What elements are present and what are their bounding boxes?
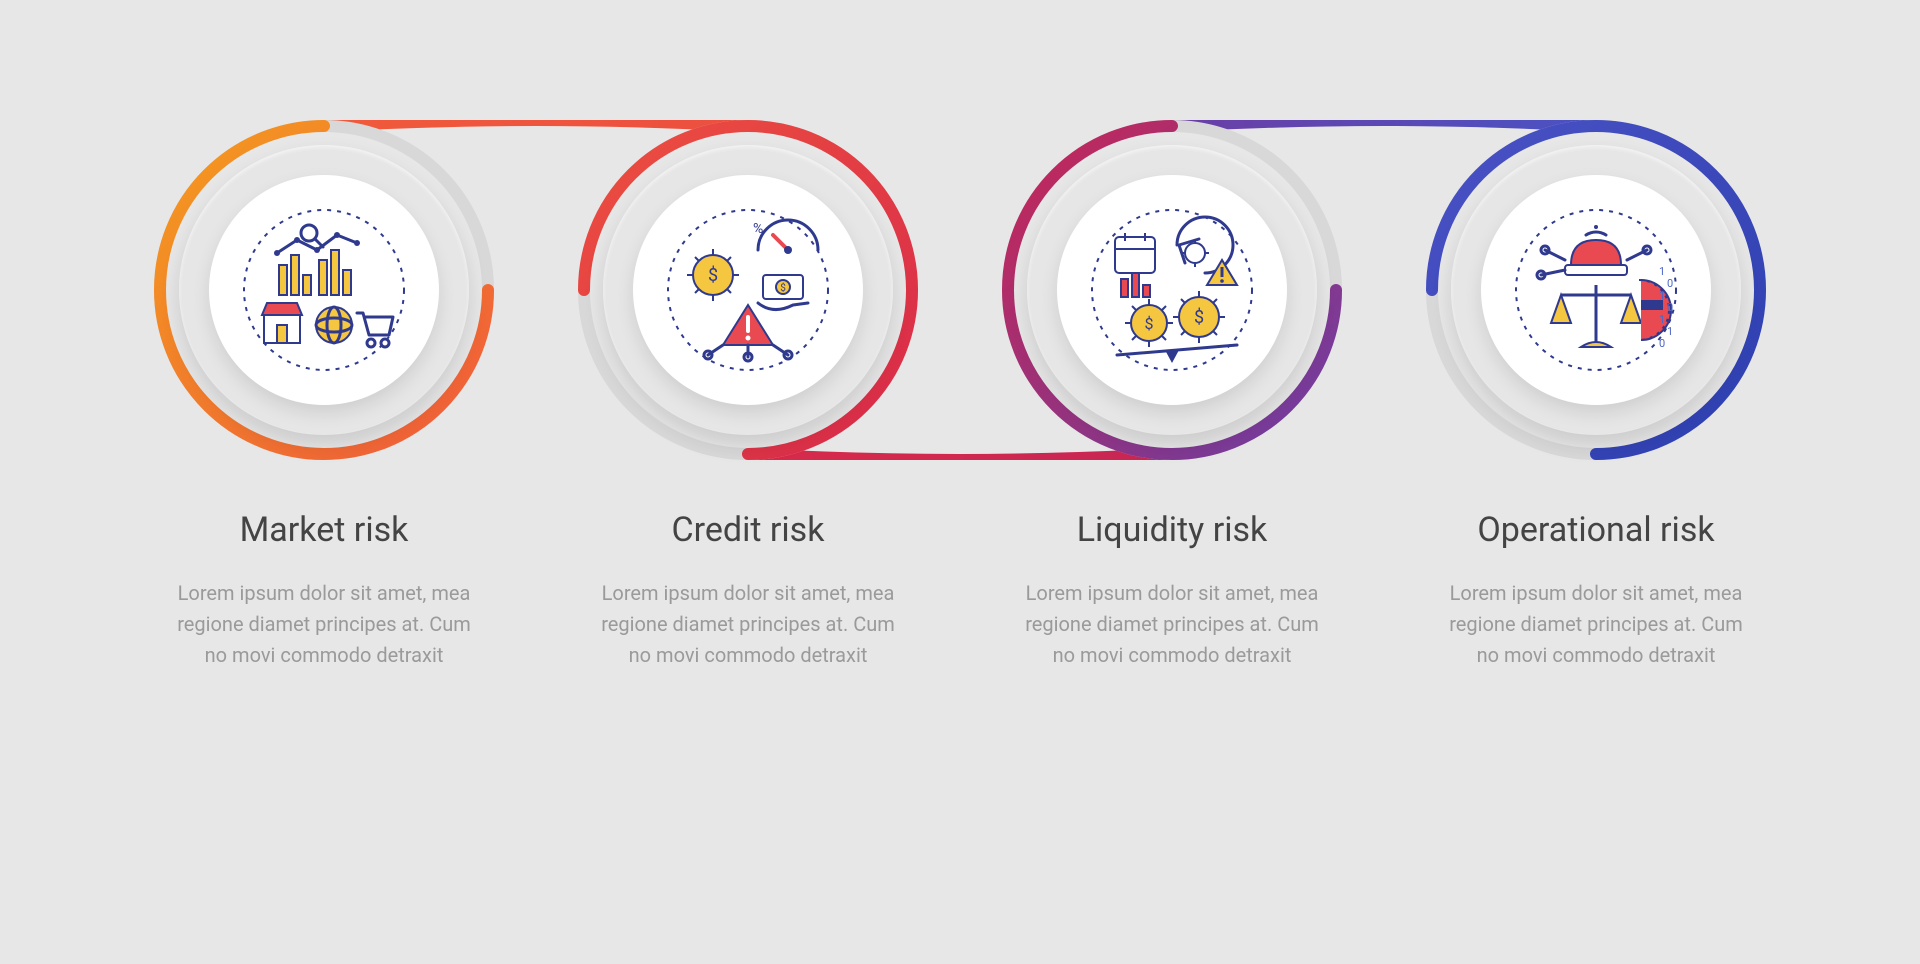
svg-text:$: $ [780,281,786,294]
item-market: Market risk Lorem ipsum dolor sit amet, m… [154,120,494,671]
desc-operational: Lorem ipsum dolor sit amet, mea regione … [1436,578,1756,671]
desc-credit: Lorem ipsum dolor sit amet, mea regione … [588,578,908,671]
svg-text:1: 1 [1659,289,1665,302]
desc-liquidity: Lorem ipsum dolor sit amet, mea regione … [1012,578,1332,671]
operational-icon: 1 0 1 0 1 1 0 [1511,205,1681,375]
circle-operational: 1 0 1 0 1 1 0 [1426,120,1766,460]
svg-text:$: $ [708,265,718,286]
inner-disc [209,175,439,405]
title-liquidity: Liquidity risk [1077,510,1268,550]
svg-text:%: % [753,221,763,237]
svg-text:0: 0 [1667,277,1673,290]
circle-market [154,120,494,460]
liquidity-icon: $ $ [1087,205,1257,375]
svg-text:1: 1 [1667,325,1673,338]
item-operational: 1 0 1 0 1 1 0 Operational risk Lorem ipsu… [1426,120,1766,671]
title-operational: Operational risk [1477,510,1714,550]
svg-text:1: 1 [1659,313,1665,326]
svg-text:0: 0 [1667,301,1673,314]
inner-disc: % $ $ [633,175,863,405]
infographic-container: Market risk Lorem ipsum dolor sit amet, m… [0,0,1920,964]
svg-text:1: 1 [1659,265,1665,278]
item-liquidity: $ $ Liquidity risk Lorem ipsum dolor sit … [1002,120,1342,671]
title-credit: Credit risk [672,510,825,550]
svg-text:$: $ [1194,307,1204,328]
market-icon [239,205,409,375]
circle-credit: % $ $ [578,120,918,460]
circle-liquidity: $ $ [1002,120,1342,460]
desc-market: Lorem ipsum dolor sit amet, mea regione … [164,578,484,671]
inner-disc: $ $ [1057,175,1287,405]
svg-text:$: $ [1145,314,1154,333]
items-row: Market risk Lorem ipsum dolor sit amet, m… [154,120,1766,671]
item-credit: % $ $ Credit risk Lorem ipsum dolor sit a… [578,120,918,671]
credit-icon: % $ $ [663,205,833,375]
svg-text:0: 0 [1659,337,1665,350]
title-market: Market risk [240,510,409,550]
inner-disc: 1 0 1 0 1 1 0 [1481,175,1711,405]
